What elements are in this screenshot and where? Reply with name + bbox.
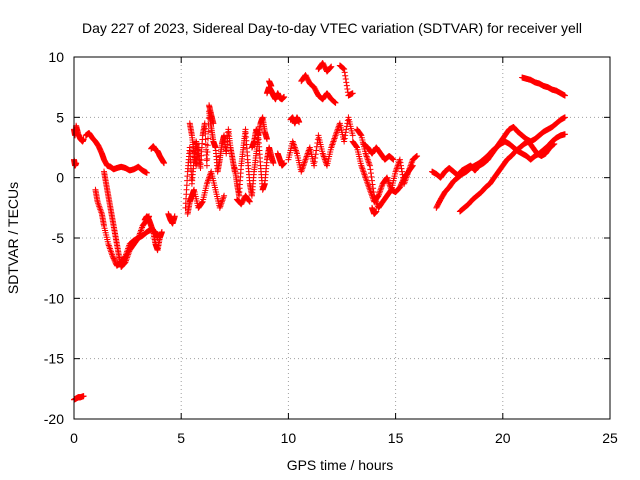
data-point-marker (373, 208, 380, 215)
data-point-marker (263, 136, 270, 143)
y-tick-label: -15 (44, 351, 64, 367)
data-point-marker (396, 156, 403, 163)
data-point-marker (210, 120, 217, 127)
data-point-marker (561, 131, 568, 138)
data-point-marker (341, 66, 348, 73)
data-point-marker (203, 157, 210, 164)
data-point-marker (353, 143, 360, 150)
data-points (71, 60, 568, 403)
data-point-marker (367, 166, 374, 173)
data-point-marker (397, 159, 404, 166)
x-tick-label: 15 (388, 430, 404, 446)
data-point-marker (327, 64, 334, 71)
x-tick-label: 5 (177, 430, 185, 446)
data-point-marker (246, 198, 253, 205)
data-point-marker (199, 199, 206, 206)
y-tick-label: 10 (48, 49, 64, 65)
data-point-marker (409, 162, 416, 169)
data-point-marker (342, 132, 349, 139)
data-point-marker (343, 79, 350, 86)
data-point-marker (221, 192, 228, 199)
data-point-marker (311, 162, 318, 169)
data-point-marker (281, 160, 288, 167)
data-point-marker (205, 128, 212, 135)
data-point-marker (80, 136, 87, 143)
data-point-marker (341, 69, 348, 76)
axis-tick-labels: 0 5 10 15 20 25 -20 -15 -10 -5 0 5 10 (44, 49, 618, 446)
x-tick-label: 20 (495, 430, 511, 446)
data-point-marker (349, 90, 356, 97)
data-point-marker (270, 160, 277, 167)
data-point-marker (370, 188, 377, 195)
x-tick-label: 10 (281, 430, 297, 446)
y-tick-label: -5 (52, 230, 65, 246)
data-point-marker (80, 393, 87, 400)
data-point-marker (342, 72, 349, 79)
y-tick-label: -20 (44, 411, 64, 427)
data-point-marker (203, 152, 210, 159)
data-point-marker (202, 125, 209, 132)
data-point-marker (344, 85, 351, 92)
data-point-marker (369, 177, 376, 184)
data-point-marker (143, 169, 150, 176)
data-point-marker (399, 168, 406, 175)
data-point-marker (357, 131, 364, 138)
data-point-marker (367, 170, 374, 177)
data-point-marker (342, 76, 349, 83)
data-point-marker (368, 173, 375, 180)
data-point-marker (341, 138, 348, 145)
x-tick-label: 0 (70, 430, 78, 446)
data-point-marker (195, 144, 202, 151)
data-point-marker (205, 135, 211, 142)
y-axis-label: SDTVAR / TECUs (5, 182, 21, 294)
data-point-marker (171, 213, 178, 220)
data-point-marker (414, 152, 421, 159)
data-point-marker (268, 82, 275, 89)
data-point-marker (281, 93, 288, 100)
data-point-marker (343, 82, 350, 89)
data-point-marker (311, 158, 318, 165)
data-point-marker (296, 119, 303, 126)
y-tick-label: -10 (44, 290, 64, 306)
x-tick-label: 25 (602, 430, 618, 446)
data-point-marker (409, 163, 416, 170)
data-point-marker (201, 120, 208, 127)
data-point-marker (203, 162, 210, 169)
data-point-marker (204, 142, 211, 149)
data-point-marker (561, 114, 568, 121)
data-point-marker (312, 155, 319, 162)
data-point-marker (366, 162, 373, 169)
data-point-marker (370, 185, 377, 192)
data-point-marker (397, 162, 404, 169)
data-point-marker (398, 165, 405, 172)
axis-ticks (73, 56, 611, 420)
x-axis-label: GPS time / hours (287, 457, 394, 473)
data-point-marker (343, 126, 350, 133)
data-point-marker (328, 63, 335, 70)
data-point-marker (341, 135, 348, 142)
data-point-marker (158, 228, 165, 235)
data-point-marker (204, 155, 211, 162)
data-point-marker (313, 147, 320, 154)
data-point-marker (327, 64, 334, 71)
grid-lines (74, 57, 610, 419)
data-point-marker (349, 132, 356, 139)
data-point-marker (332, 99, 339, 106)
y-tick-label: 0 (56, 170, 64, 186)
data-point-marker (312, 151, 319, 158)
data-point-marker (314, 139, 321, 146)
data-point-marker (204, 149, 211, 156)
data-point-marker (551, 140, 558, 147)
chart-title: Day 227 of 2023, Sidereal Day-to-day VTE… (82, 20, 582, 36)
data-point-marker (246, 198, 253, 205)
y-tick-label: 5 (56, 109, 64, 125)
data-point-marker (161, 160, 168, 167)
data-point-marker (561, 92, 568, 99)
data-point-marker (342, 129, 349, 136)
data-point-marker (369, 181, 376, 188)
data-point-marker (390, 156, 397, 163)
